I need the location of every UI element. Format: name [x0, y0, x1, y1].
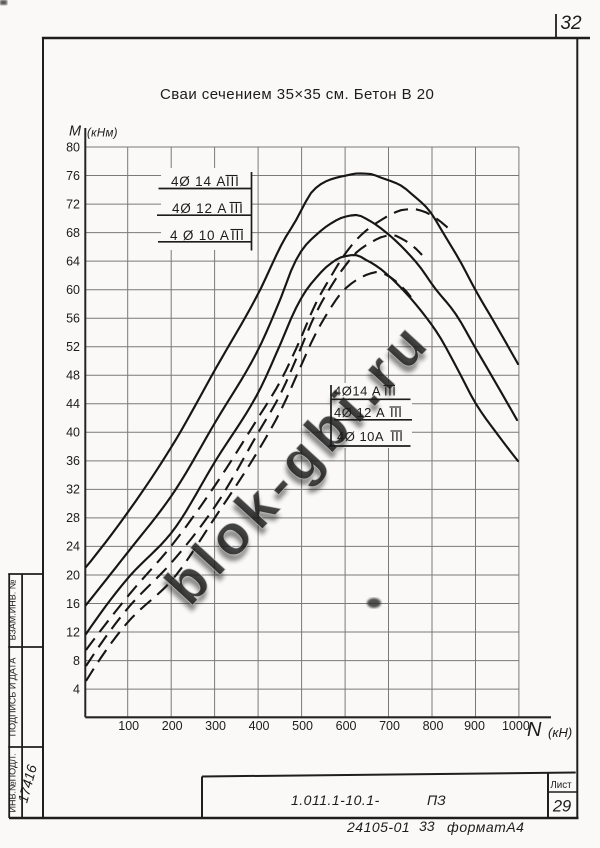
- svg-text:1000: 1000: [502, 719, 530, 733]
- svg-text:4Ø14 А: 4Ø14 А: [334, 384, 381, 399]
- svg-text:200: 200: [162, 719, 183, 733]
- svg-text:16: 16: [66, 597, 80, 611]
- svg-text:III: III: [384, 384, 396, 399]
- svg-text:64: 64: [66, 255, 80, 269]
- svg-text:III: III: [391, 429, 403, 444]
- svg-text:Лист: Лист: [550, 780, 572, 791]
- svg-text:700: 700: [379, 719, 400, 733]
- svg-text:20: 20: [66, 568, 80, 582]
- svg-text:32: 32: [560, 13, 582, 34]
- svg-text:100: 100: [118, 719, 139, 733]
- svg-text:56: 56: [66, 312, 80, 326]
- svg-text:М: М: [69, 124, 82, 140]
- svg-text:52: 52: [66, 340, 80, 354]
- svg-text:1.011.1-10.1-: 1.011.1-10.1-: [291, 792, 380, 808]
- svg-text:ИНВ.№ПОДЛ.: ИНВ.№ПОДЛ.: [8, 754, 18, 813]
- svg-text:40: 40: [66, 426, 80, 440]
- svg-text:III: III: [231, 228, 245, 243]
- svg-text:32: 32: [66, 483, 80, 497]
- svg-text:4Ø 10А: 4Ø 10А: [337, 429, 384, 444]
- svg-text:ПОДПИСЬ И ДАТА: ПОДПИСЬ И ДАТА: [8, 658, 18, 737]
- svg-text:29: 29: [552, 798, 571, 816]
- svg-text:(кНм): (кНм): [87, 128, 118, 140]
- svg-text:900: 900: [464, 719, 485, 733]
- svg-text:8: 8: [73, 654, 80, 668]
- svg-text:4Ø 12 А: 4Ø 12 А: [334, 405, 385, 420]
- svg-text:36: 36: [66, 454, 80, 468]
- svg-text:III: III: [226, 174, 240, 189]
- svg-text:60: 60: [66, 283, 80, 297]
- svg-text:ВЗАМ.ИНВ. №: ВЗАМ.ИНВ. №: [8, 579, 18, 640]
- svg-text:24105-01: 24105-01: [346, 819, 410, 835]
- svg-text:33: 33: [419, 818, 435, 834]
- svg-text:12: 12: [66, 625, 80, 639]
- svg-text:600: 600: [336, 719, 357, 733]
- svg-text:24: 24: [66, 540, 80, 554]
- svg-text:III: III: [390, 405, 402, 420]
- svg-text:500: 500: [292, 719, 313, 733]
- svg-text:4 Ø 10 А: 4 Ø 10 А: [170, 228, 230, 243]
- svg-text:800: 800: [423, 719, 444, 733]
- svg-text:ПЗ: ПЗ: [427, 792, 446, 808]
- svg-text:4Ø 14 А: 4Ø 14 А: [171, 174, 226, 189]
- svg-text:72: 72: [66, 198, 80, 212]
- svg-text:400: 400: [249, 719, 270, 733]
- svg-text:N: N: [527, 719, 542, 741]
- svg-text:4: 4: [73, 682, 80, 696]
- svg-text:28: 28: [66, 511, 80, 525]
- svg-text:48: 48: [66, 369, 80, 383]
- svg-text:300: 300: [205, 719, 226, 733]
- svg-text:форматА4: форматА4: [447, 819, 524, 835]
- svg-text:4Ø 12 А: 4Ø 12 А: [172, 201, 227, 216]
- svg-text:III: III: [230, 201, 244, 216]
- svg-text:Сваи сечением 35×35 см. Бет: Сваи сечением 35×35 см. Бетон В 20: [160, 86, 434, 103]
- svg-text:(кН): (кН): [548, 725, 572, 740]
- svg-text:44: 44: [66, 397, 80, 411]
- svg-text:80: 80: [66, 141, 80, 155]
- svg-text:68: 68: [66, 226, 80, 240]
- svg-text:76: 76: [66, 169, 80, 183]
